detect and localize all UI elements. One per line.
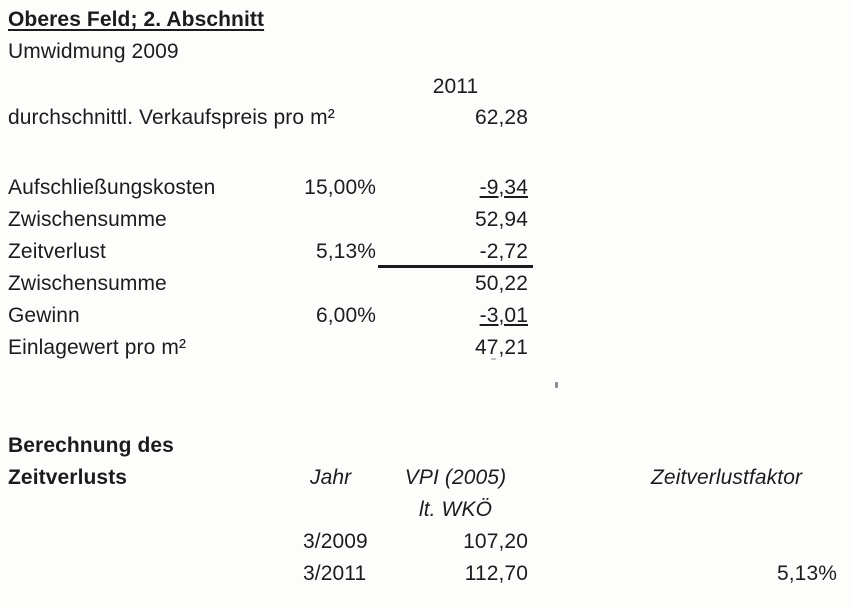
row-label-einlagewert: Einlagewert pro m²	[8, 336, 187, 359]
column-header-vpi-line1: VPI (2005)	[404, 466, 507, 489]
scan-artifact	[555, 382, 558, 388]
row-vpi-2009: 107,20	[463, 530, 528, 553]
row-label-verkaufspreis: durchschnittl. Verkaufspreis pro m²	[8, 106, 335, 129]
subtitle-umwidmung: Umwidmung 2009	[8, 40, 179, 63]
column-header-jahr: Jahr	[310, 466, 352, 489]
row-jahr-2011: 3/2011	[303, 562, 367, 585]
scan-artifact	[491, 358, 496, 360]
row-label-zeitverlust: Zeitverlust	[8, 240, 106, 263]
row-label-aufschliessungskosten: Aufschließungskosten	[8, 176, 216, 199]
underlined-value: -9,34	[479, 176, 528, 199]
row-value-aufschliessungskosten: -9,34	[383, 172, 528, 204]
row-jahr-2009: 3/2009	[303, 530, 368, 553]
row-value-zeitverlust: -2,72	[479, 240, 528, 263]
row-value-zwischensumme-2: 50,22	[474, 272, 528, 295]
lower-heading-line2: Zeitverlusts	[8, 466, 128, 489]
row-vpi-2011: 112,70	[464, 562, 528, 585]
column-header-zeitverlustfaktor: Zeitverlustfaktor	[651, 466, 803, 489]
year-column-header: 2011	[432, 75, 479, 98]
row-label-gewinn: Gewinn	[8, 304, 80, 327]
column-header-vpi-line2: lt. WKÖ	[418, 498, 493, 521]
lower-heading-line1: Berechnung des	[8, 434, 174, 457]
row-pct-aufschliessungskosten: 15,00%	[304, 176, 376, 199]
sum-rule	[378, 265, 533, 268]
row-value-verkaufspreis: 62,28	[474, 106, 528, 129]
row-label-zwischensumme-1: Zwischensumme	[8, 208, 167, 231]
section-title: Oberes Feld; 2. Abschnitt	[8, 8, 265, 31]
underlined-value: -3,01	[479, 304, 528, 327]
row-value-gewinn: -3,01	[383, 300, 528, 332]
row-pct-gewinn: 6,00%	[315, 304, 376, 327]
row-value-einlagewert: 47,21	[474, 336, 528, 359]
row-value-zwischensumme-1: 52,94	[474, 208, 528, 231]
row-label-zwischensumme-2: Zwischensumme	[8, 272, 167, 295]
row-pct-zeitverlust: 5,13%	[315, 240, 376, 263]
row-faktor-2011: 5,13%	[776, 562, 837, 585]
